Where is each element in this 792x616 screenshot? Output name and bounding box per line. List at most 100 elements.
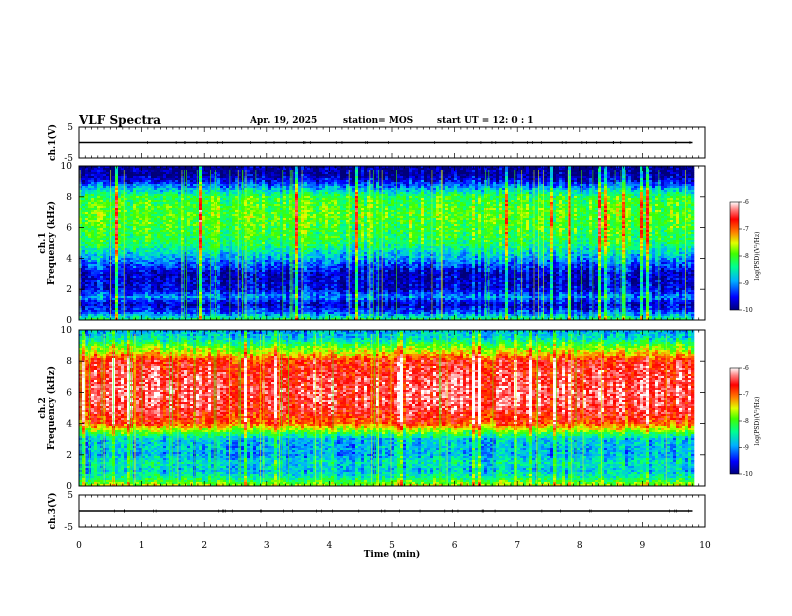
spectrogram-cell <box>181 170 184 172</box>
spectrogram-cell <box>643 174 646 176</box>
spectrogram-cell <box>301 174 304 176</box>
spectrogram-cell <box>172 172 175 174</box>
spectrogram-cell <box>655 172 658 174</box>
spectrogram-cell <box>499 170 502 172</box>
spectrogram-cell <box>634 170 637 172</box>
spectrogram-cell <box>88 174 91 176</box>
spectrogram-cell <box>142 174 145 176</box>
spectrogram-cell <box>331 172 334 174</box>
spectrogram-cell <box>283 170 286 172</box>
station-label: station= MOS <box>343 116 413 126</box>
spectrogram-cell <box>169 176 172 178</box>
spectrogram-cell <box>442 168 445 170</box>
spectrogram-cell <box>418 168 421 170</box>
spectrogram-cell <box>640 172 643 174</box>
spectrogram-cell <box>682 168 685 170</box>
spectrogram-cell <box>673 172 676 174</box>
spectrogram-cell <box>100 176 103 178</box>
spectrogram-cell <box>589 172 592 174</box>
spectrogram-cell <box>310 176 313 178</box>
spectrogram-cell <box>250 168 253 170</box>
spectrogram-cell <box>298 174 301 176</box>
spectrogram-cell <box>649 170 652 172</box>
spectrogram-cell <box>571 170 574 172</box>
spectrogram-cell <box>679 170 682 172</box>
spectrogram-cell <box>415 174 418 176</box>
spectrogram-cell <box>307 176 310 178</box>
spectrogram-cell <box>550 170 553 172</box>
spectrogram-cell <box>535 172 538 174</box>
spectrogram-cell <box>100 170 103 172</box>
spectrogram-cell <box>544 170 547 172</box>
spectrogram-cell <box>256 174 259 176</box>
spectrogram-cell <box>148 176 151 178</box>
spectrogram-cell <box>559 170 562 172</box>
spectrogram-cell <box>298 168 301 170</box>
spectrogram-cell <box>352 176 355 178</box>
spectrogram-cell <box>436 170 439 172</box>
spectrogram-cell <box>487 168 490 170</box>
spectrogram-cell <box>679 174 682 176</box>
spectrogram-cell <box>595 172 598 174</box>
spectrogram-cell <box>412 170 415 172</box>
spectrogram-cell <box>682 172 685 174</box>
spectrogram-cell <box>472 170 475 172</box>
spectrogram-cell <box>190 174 193 176</box>
spectrogram-cell <box>346 168 349 170</box>
spectrogram-cell <box>268 176 271 178</box>
spectrogram-cell <box>301 170 304 172</box>
spectrogram-cell <box>211 174 214 176</box>
spectrogram-cell <box>142 172 145 174</box>
spectrogram-cell <box>226 168 229 170</box>
spectrogram-cells <box>79 166 694 320</box>
spectrogram-cell <box>121 172 124 174</box>
spectrogram-cell <box>682 170 685 172</box>
spectrogram-cell <box>256 172 259 174</box>
spectrogram-cell <box>637 170 640 172</box>
spectrogram-cell <box>181 174 184 176</box>
spectrogram-cell <box>103 174 106 176</box>
spectrogram-cell <box>475 170 478 172</box>
spectrogram-cell <box>103 168 106 170</box>
spectrogram-cell <box>505 168 508 170</box>
spectrogram-cell <box>682 174 685 176</box>
spectrogram-cell <box>418 174 421 176</box>
spectrogram-cell <box>631 170 634 172</box>
spectrogram-cell <box>427 172 430 174</box>
spectrogram-cell <box>166 176 169 178</box>
spectrogram-cell <box>364 172 367 174</box>
spectrogram-cell <box>226 174 229 176</box>
spectrogram-cell <box>649 172 652 174</box>
spectrogram-cell <box>523 170 526 172</box>
spectrogram-cell <box>466 168 469 170</box>
spectrogram-cell <box>454 172 457 174</box>
spectrogram-cell <box>499 168 502 170</box>
spectrogram-cell <box>307 170 310 172</box>
spectrogram-cell <box>664 168 667 170</box>
spectrogram-cell <box>316 172 319 174</box>
spectrogram-cell <box>283 174 286 176</box>
spectrogram-cell <box>625 168 628 170</box>
spectrogram-cell <box>358 172 361 174</box>
spectrogram-cell <box>586 168 589 170</box>
spectrogram-cell <box>169 168 172 170</box>
spectrogram-cell <box>331 174 334 176</box>
spectrogram-cell <box>94 172 97 174</box>
spectrogram-cell <box>190 170 193 172</box>
spectrogram-cell <box>112 170 115 172</box>
spectrogram-cell <box>640 168 643 170</box>
spectrogram-cell <box>475 172 478 174</box>
spectrogram-cell <box>397 168 400 170</box>
spectrogram-cell <box>430 168 433 170</box>
spectrogram-cell <box>91 172 94 174</box>
spectrogram-cell <box>88 168 91 170</box>
spectrogram-cell <box>283 176 286 178</box>
spectrogram-cell <box>400 170 403 172</box>
spectrogram-cell <box>439 170 442 172</box>
spectrogram-cell <box>418 172 421 174</box>
date-label: Apr. 19, 2025 <box>249 116 317 126</box>
spectrogram-cell <box>157 174 160 176</box>
spectrogram-cell <box>217 168 220 170</box>
spectrogram-cell <box>136 172 139 174</box>
spectrogram-cell <box>175 176 178 178</box>
